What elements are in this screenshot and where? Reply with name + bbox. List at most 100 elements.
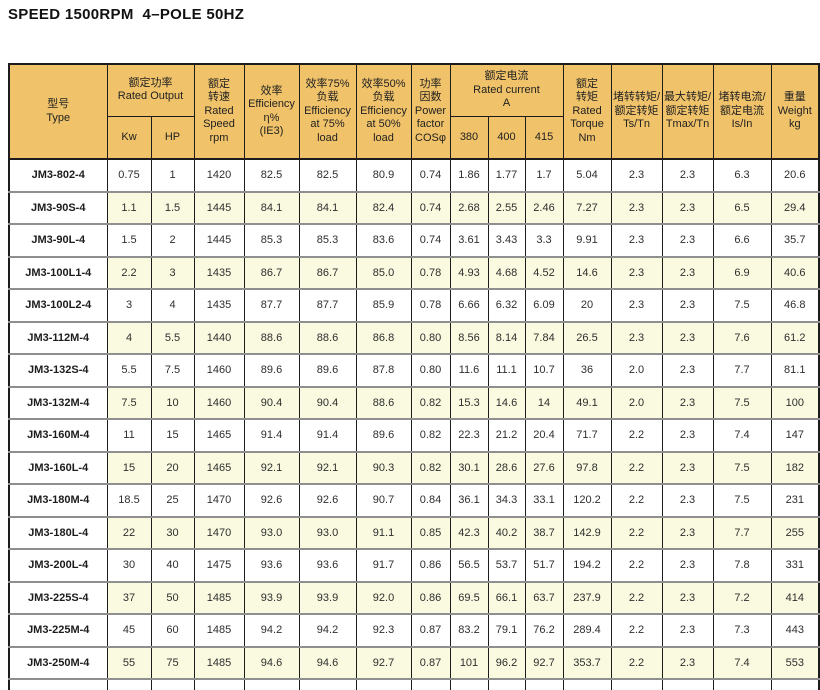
cell-value: 1.77 [487,159,526,192]
col-header-efficiency: 效率 Efficiency η% (IE3) [243,63,300,160]
cell-value: 87.7 [243,288,300,322]
cell-value: 86.7 [298,255,357,289]
cell-value: 7.7 [712,353,772,387]
cell-type: JM3-225M-4 [8,613,108,647]
cell-value: 8.14 [487,320,526,354]
cell-value: 9.91 [562,223,612,257]
cell-value: 7.8 [712,548,772,582]
cell-value: 3.43 [487,223,526,257]
cell-value: 34.3 [487,483,526,517]
table-row: JM3-225S-4 37 50 1485 93.9 93.9 92.0 0.86 69.5 66… [8,580,820,614]
cell-value: 5.04 [562,159,612,192]
cell-value: 7.5 [712,385,772,419]
cell-value: 42.3 [449,515,489,549]
col-header-rated-speed: 额定 转速 Rated Speed rpm [193,63,245,160]
cell-value: 90.4 [243,385,300,419]
cell-value: 6.09 [524,288,564,322]
cell-value: 182 [770,450,820,484]
cell-value: 3 [150,255,195,289]
cell-value: 2.3 [661,580,714,614]
cell-value: 7.7 [712,515,772,549]
cell-value: 2.3 [610,320,663,354]
cell-value: 82.5 [298,159,357,192]
cell-value: 85.3 [298,223,357,257]
cell-value: 76.2 [524,613,564,647]
cell-value: 69.5 [449,580,489,614]
cell-type: JM3-112M-4 [8,320,108,354]
cell-value: 7.4 [712,645,772,679]
cell-value: 3.3 [524,223,564,257]
cell-value: 90.4 [298,385,357,419]
cell-empty [449,678,489,690]
cell-value: 6.66 [449,288,489,322]
cell-empty [193,678,245,690]
cell-value: 30 [106,548,152,582]
cell-value: 7.27 [562,190,612,224]
cell-value: 22.3 [449,418,489,452]
cell-value: 89.6 [243,353,300,387]
cell-value: 7.6 [712,320,772,354]
cell-value: 0.74 [410,159,451,192]
cell-value: 6.6 [712,223,772,257]
table-row: JM3-112M-4 4 5.5 1440 88.6 88.6 86.8 0.80 8.56 8.… [8,320,820,354]
table-row: JM3-250M-4 55 75 1485 94.6 94.6 92.7 0.87 101 96.… [8,645,820,679]
cell-value: 80.9 [355,159,412,192]
cell-value: 2.3 [661,223,714,257]
cell-type: JM3-160L-4 [8,450,108,484]
cell-value: 101 [449,645,489,679]
table-body: JM3-802-4 0.75 1 1420 82.5 82.5 80.9 0.74 1.86 1.… [8,159,820,690]
cell-value: 86.8 [355,320,412,354]
cell-value: 2.0 [610,353,663,387]
cell-value: 1.1 [106,190,152,224]
cell-value: 2.3 [661,353,714,387]
col-header-weight: 重量 Weight kg [770,63,820,160]
table-row: JM3-225M-4 45 60 1485 94.2 94.2 92.3 0.87 83.2 79… [8,613,820,647]
cell-value: 92.6 [298,483,357,517]
cell-value: 1445 [193,223,245,257]
cell-value: 60 [150,613,195,647]
cell-value: 55 [106,645,152,679]
cell-value: 10.7 [524,353,564,387]
table-header: 型号 Type 额定功率 Rated Output 额定 转速 Rated Sp… [8,63,820,160]
cell-empty [8,678,108,690]
cell-value: 2.3 [661,255,714,289]
cell-value: 27.6 [524,450,564,484]
cell-value: 5.5 [106,353,152,387]
cell-value: 7.5 [106,385,152,419]
cell-value: 100 [770,385,820,419]
cell-value: 36.1 [449,483,489,517]
table-row: JM3-100L2-4 3 4 1435 87.7 87.7 85.9 0.78 6.66 6.3… [8,288,820,322]
cell-value: 93.0 [298,515,357,549]
cell-value: 237.9 [562,580,612,614]
spec-table-container: 型号 Type 额定功率 Rated Output 额定 转速 Rated Sp… [8,63,820,690]
cell-value: 0.74 [410,223,451,257]
cell-value: 331 [770,548,820,582]
cell-type: JM3-132M-4 [8,385,108,419]
cell-value: 84.1 [243,190,300,224]
cell-empty [524,678,564,690]
cell-value: 6.32 [487,288,526,322]
cell-value: 63.7 [524,580,564,614]
cell-value: 1.86 [449,159,489,192]
cell-value: 40.2 [487,515,526,549]
cell-value: 1465 [193,450,245,484]
cell-type: JM3-132S-4 [8,353,108,387]
cell-value: 71.7 [562,418,612,452]
cell-value: 353.7 [562,645,612,679]
cell-type: JM3-100L2-4 [8,288,108,322]
cell-type: JM3-200L-4 [8,548,108,582]
cell-value: 26.5 [562,320,612,354]
cell-value: 91.4 [243,418,300,452]
cell-value: 92.6 [243,483,300,517]
cell-value: 51.7 [524,548,564,582]
cell-value: 87.8 [355,353,412,387]
cell-value: 0.78 [410,288,451,322]
cell-value: 83.6 [355,223,412,257]
cell-value: 2.3 [661,385,714,419]
cell-value: 0.85 [410,515,451,549]
cell-value: 1 [150,159,195,192]
sub-header-hp: HP [150,115,195,160]
cell-type: JM3-90S-4 [8,190,108,224]
cell-value: 2.2 [610,515,663,549]
cell-value: 85.0 [355,255,412,289]
